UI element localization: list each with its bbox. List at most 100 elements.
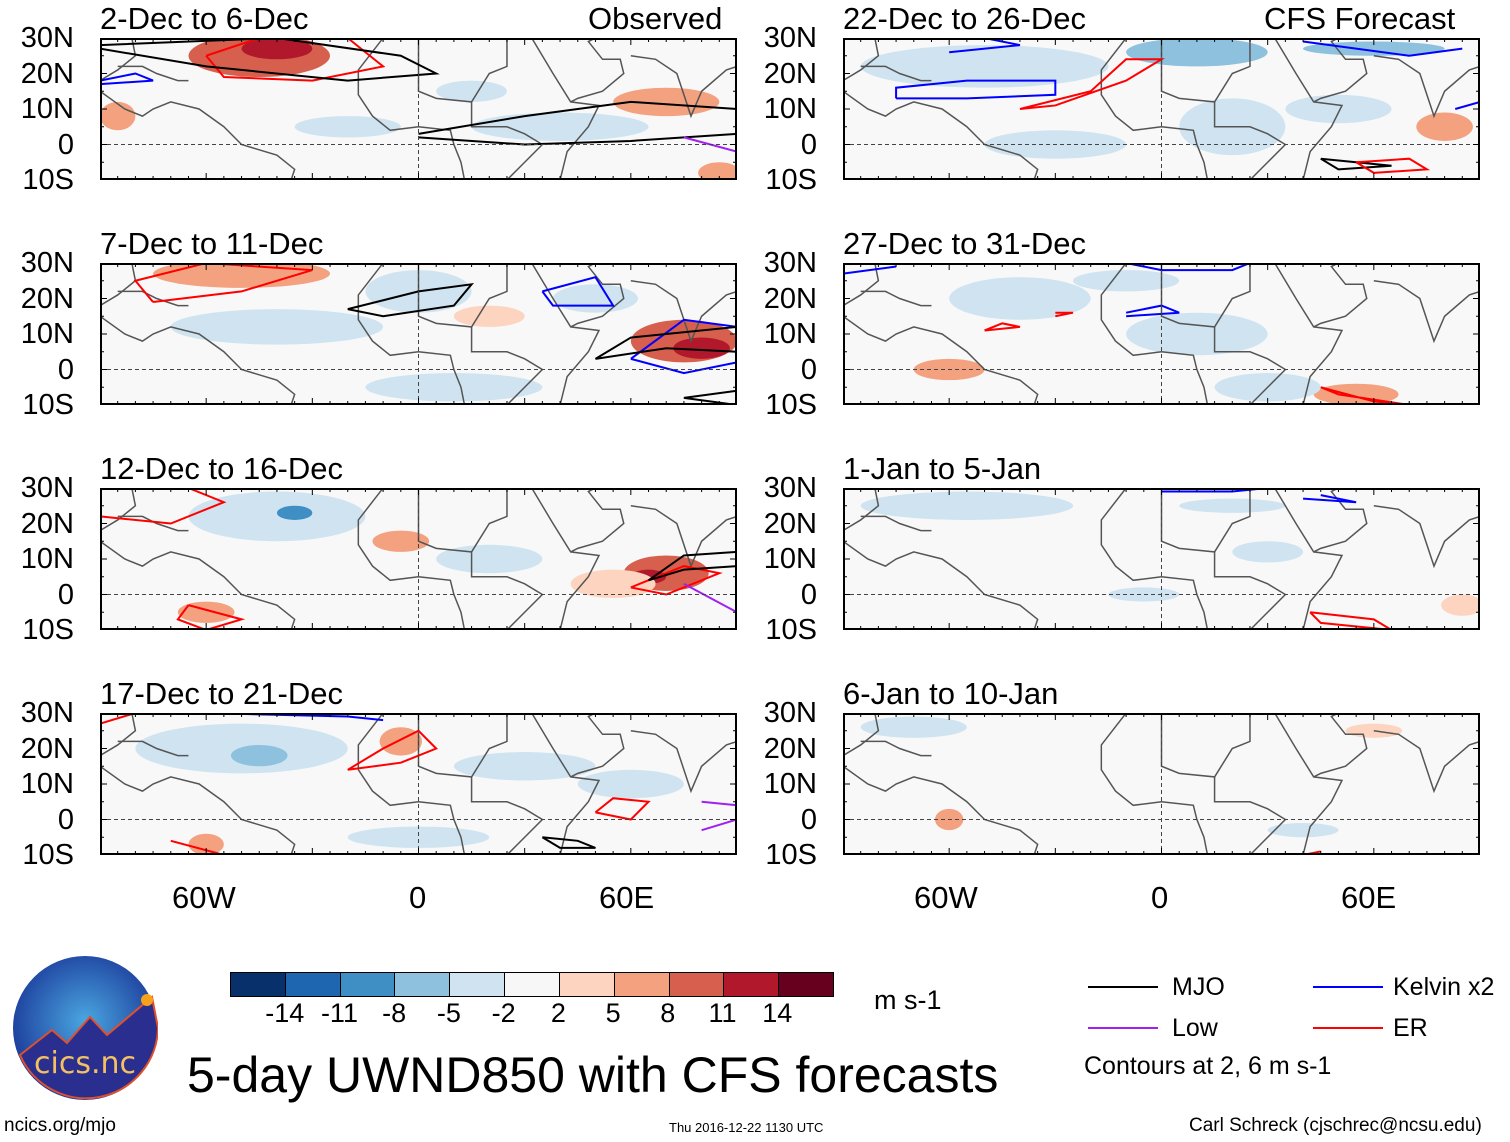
coastline <box>843 765 1039 855</box>
contour-line <box>1454 100 1480 110</box>
lat-label: 30N <box>763 697 817 729</box>
coastline <box>100 315 296 405</box>
anomaly-shading <box>1441 594 1480 616</box>
observed-label: Observed <box>588 1 723 36</box>
colorbar-swatch <box>340 973 396 996</box>
anomaly-shading <box>1416 112 1473 141</box>
coastline <box>117 65 189 82</box>
anomaly-shading <box>436 80 507 102</box>
panel-title: 17-Dec to 21-Dec <box>100 676 343 711</box>
anomaly-shading <box>230 744 288 767</box>
legend-line-low <box>1088 1027 1158 1029</box>
contour-line <box>541 276 615 307</box>
contour-line <box>647 550 737 582</box>
anomaly-shading <box>860 716 967 738</box>
coastline <box>531 263 601 405</box>
lat-label: 10S <box>765 614 817 646</box>
colorbar-tick-label: 5 <box>605 998 621 1028</box>
lon-label-60e-left: 60E <box>599 880 655 915</box>
coastline <box>1274 38 1344 180</box>
lat-label: 10S <box>765 839 817 871</box>
colorbar-swatch <box>450 973 506 996</box>
lat-label: 30N <box>763 22 817 54</box>
contour-note: Contours at 2, 6 m s-1 <box>1084 1052 1332 1080</box>
colorbar-swatch <box>669 973 725 996</box>
lat-label: 20N <box>763 57 817 90</box>
contour-line <box>170 839 225 855</box>
contour-line <box>100 488 227 525</box>
anomaly-shading <box>1267 823 1339 838</box>
lat-label: 0 <box>57 353 74 386</box>
coastline <box>470 326 544 405</box>
lat-label: 30N <box>20 697 74 729</box>
coastline <box>1313 488 1368 553</box>
coastline <box>531 488 601 630</box>
coastline <box>470 551 544 630</box>
contour-line <box>895 79 1057 100</box>
lat-label: 10N <box>20 318 74 350</box>
colorbar <box>230 972 834 997</box>
legend-line-mjo <box>1088 986 1158 988</box>
colorbar-tick-label: 14 <box>762 998 793 1028</box>
anomaly-shading <box>1073 270 1180 292</box>
colorbar-swatch <box>779 973 833 996</box>
anomaly-shading <box>949 277 1091 320</box>
anomaly-shading <box>241 38 313 60</box>
coastline <box>100 540 296 630</box>
cfs-forecast-label: CFS Forecast <box>1264 1 1456 36</box>
coastline <box>117 515 189 532</box>
coastline <box>417 263 508 328</box>
lat-label: 10N <box>763 768 817 800</box>
map-panel-right2 <box>843 488 1480 630</box>
contour-line <box>843 265 897 275</box>
lat-label: 0 <box>800 578 817 611</box>
coastline <box>1100 488 1209 630</box>
coastline <box>117 290 189 307</box>
colorbar-swatch <box>505 973 560 996</box>
coastline <box>1160 263 1251 328</box>
coastline <box>1373 505 1480 569</box>
colorbar-swatch <box>614 973 670 996</box>
panel-title: 6-Jan to 10-Jan <box>843 676 1059 711</box>
colorbar-tick-label: 11 <box>708 998 737 1028</box>
contour-line <box>1320 157 1392 171</box>
contour-line <box>1125 304 1180 318</box>
panel-title: 2-Dec to 6-Dec <box>100 1 309 36</box>
footer-url[interactable]: ncics.org/mjo <box>4 1115 116 1136</box>
anomaly-shading <box>860 491 1074 520</box>
coastline <box>357 488 466 630</box>
coastline <box>1373 280 1480 344</box>
coastline <box>357 38 466 180</box>
anomaly-shading <box>1303 41 1445 56</box>
coastline <box>630 505 737 569</box>
anomaly-shading <box>177 601 235 623</box>
anomaly-shading <box>613 87 720 117</box>
contour-line <box>594 325 737 360</box>
coastline <box>100 765 296 855</box>
lat-label: 30N <box>20 247 74 279</box>
coastline <box>843 315 1039 405</box>
svg-text:cics.nc: cics.nc <box>34 1046 136 1081</box>
contour-line <box>1055 311 1074 318</box>
contour-line <box>1320 386 1410 405</box>
coastline <box>100 90 296 180</box>
anomaly-shading <box>365 373 543 402</box>
contour-line <box>176 604 246 630</box>
coastline <box>470 101 544 180</box>
lat-label: 20N <box>20 57 74 90</box>
lat-label: 0 <box>800 803 817 836</box>
lat-label: 10S <box>765 389 817 421</box>
contour-line <box>100 38 440 82</box>
map-panel-left2 <box>100 488 737 630</box>
contour-line <box>1355 157 1431 174</box>
lat-label: 20N <box>20 732 74 765</box>
contour-line <box>347 282 474 318</box>
anomaly-shading <box>276 505 313 520</box>
anomaly-shading <box>1179 498 1286 513</box>
coastline <box>860 290 932 307</box>
lat-label: 0 <box>57 578 74 611</box>
lat-label: 20N <box>20 507 74 540</box>
contour-line <box>984 322 1021 332</box>
anomaly-shading <box>673 337 730 359</box>
lat-label: 10S <box>22 389 74 421</box>
